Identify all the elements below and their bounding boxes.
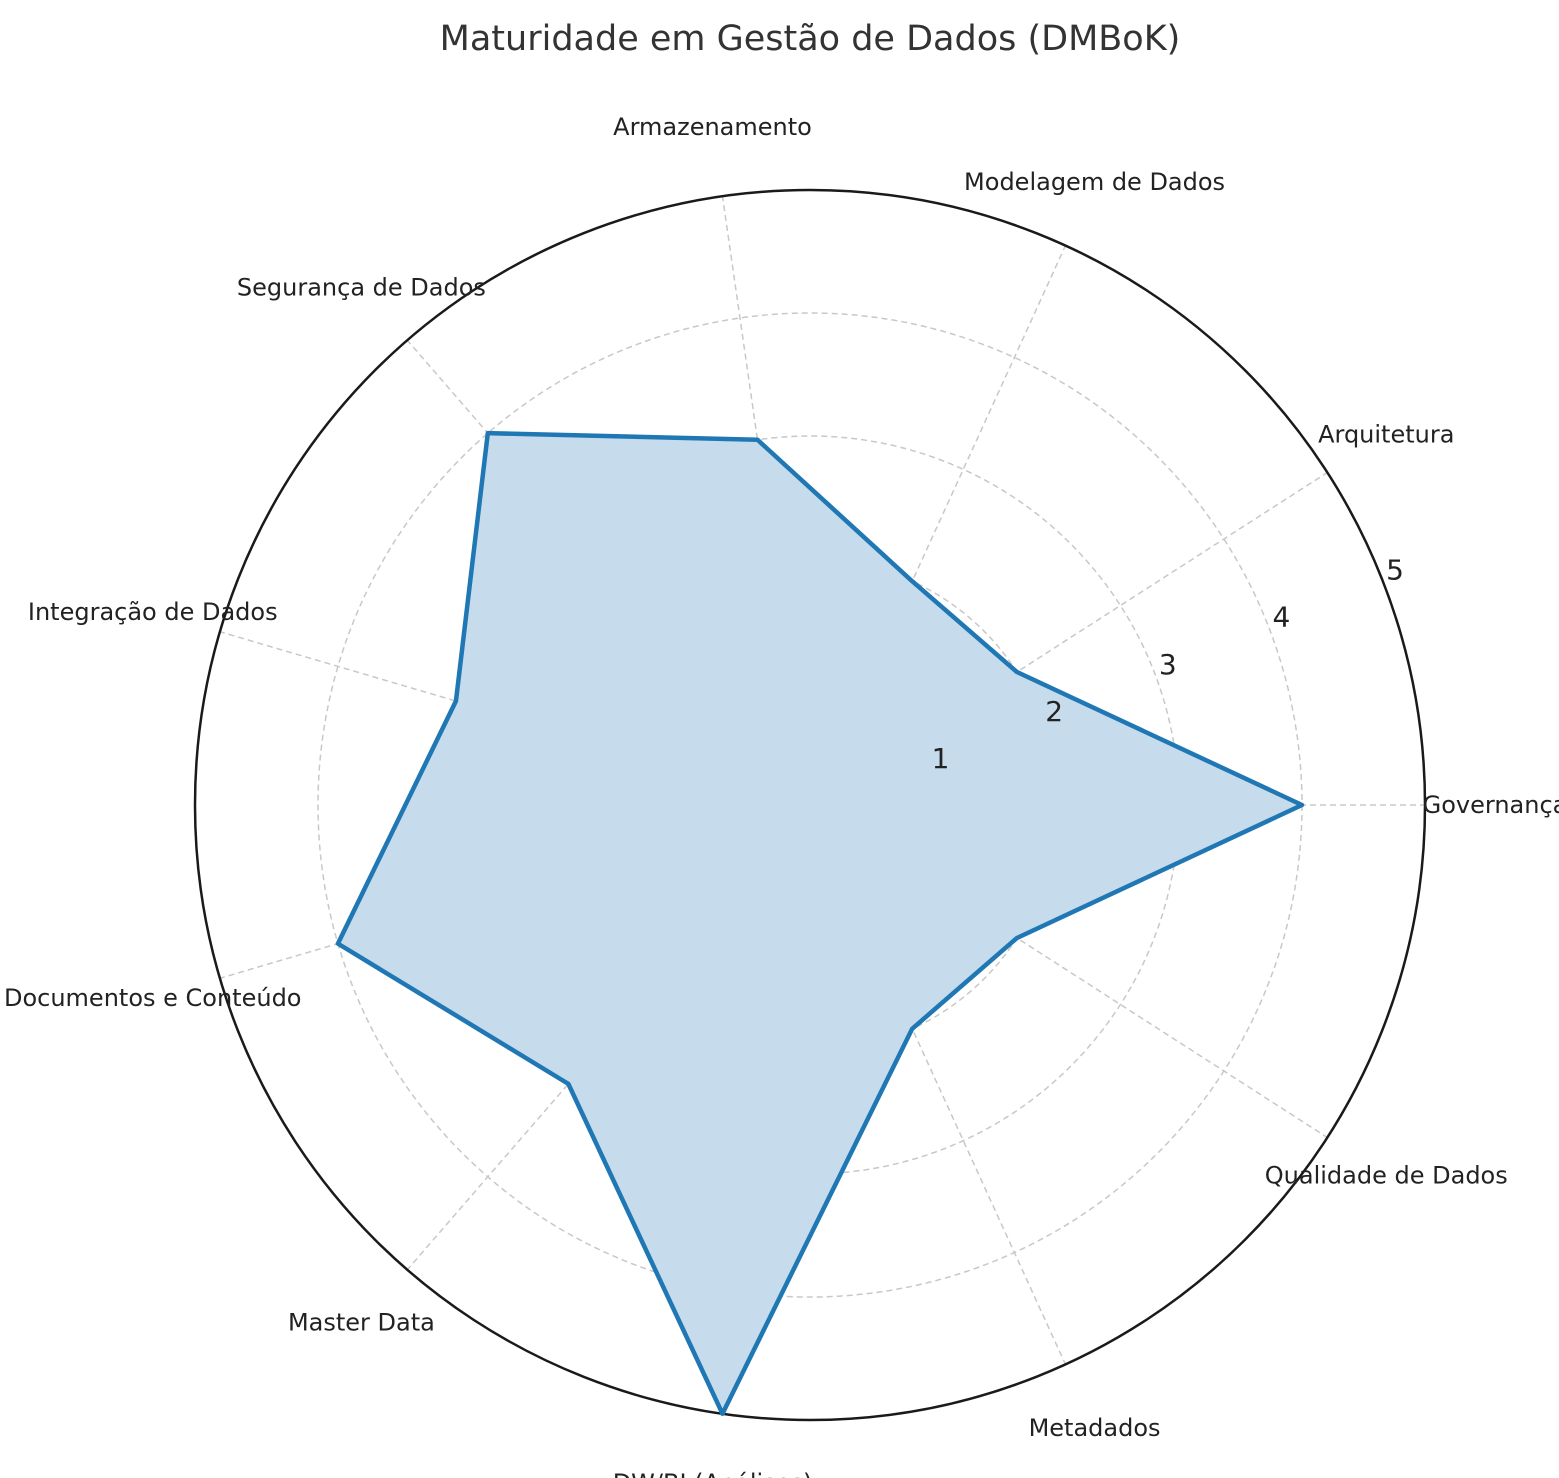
series-area-0	[335, 430, 1305, 1416]
category-label: Segurança de Dados	[237, 273, 486, 301]
data-layer	[335, 430, 1305, 1416]
label-layer: 1 2 3 4 5 Governança Arquitetura Modelagem de D…	[4, 113, 1559, 1478]
outer-ring	[193, 188, 1427, 1422]
category-label: Qualidade de Dados	[1265, 1161, 1508, 1189]
category-label: Governança	[1423, 791, 1559, 819]
category-label: Master Data	[288, 1309, 435, 1337]
category-label: Metadados	[1029, 1414, 1161, 1442]
radial-tick-label: 2	[1045, 695, 1063, 728]
category-label: DW/BI (Análises)	[613, 1469, 813, 1478]
radial-tick-label: 1	[932, 742, 950, 775]
category-label: Arquitetura	[1318, 421, 1454, 449]
chart-title: Maturidade em Gestão de Dados (DMBoK)	[440, 19, 1181, 59]
radial-tick-label: 5	[1386, 554, 1404, 587]
category-label: Documentos e Conteúdo	[4, 984, 302, 1012]
radial-tick-label: 4	[1273, 601, 1291, 634]
category-label: Armazenamento	[613, 113, 812, 141]
category-label: Modelagem de Dados	[964, 168, 1225, 196]
radial-tick-label: 3	[1159, 648, 1177, 681]
category-label: Integração de Dados	[28, 598, 278, 626]
